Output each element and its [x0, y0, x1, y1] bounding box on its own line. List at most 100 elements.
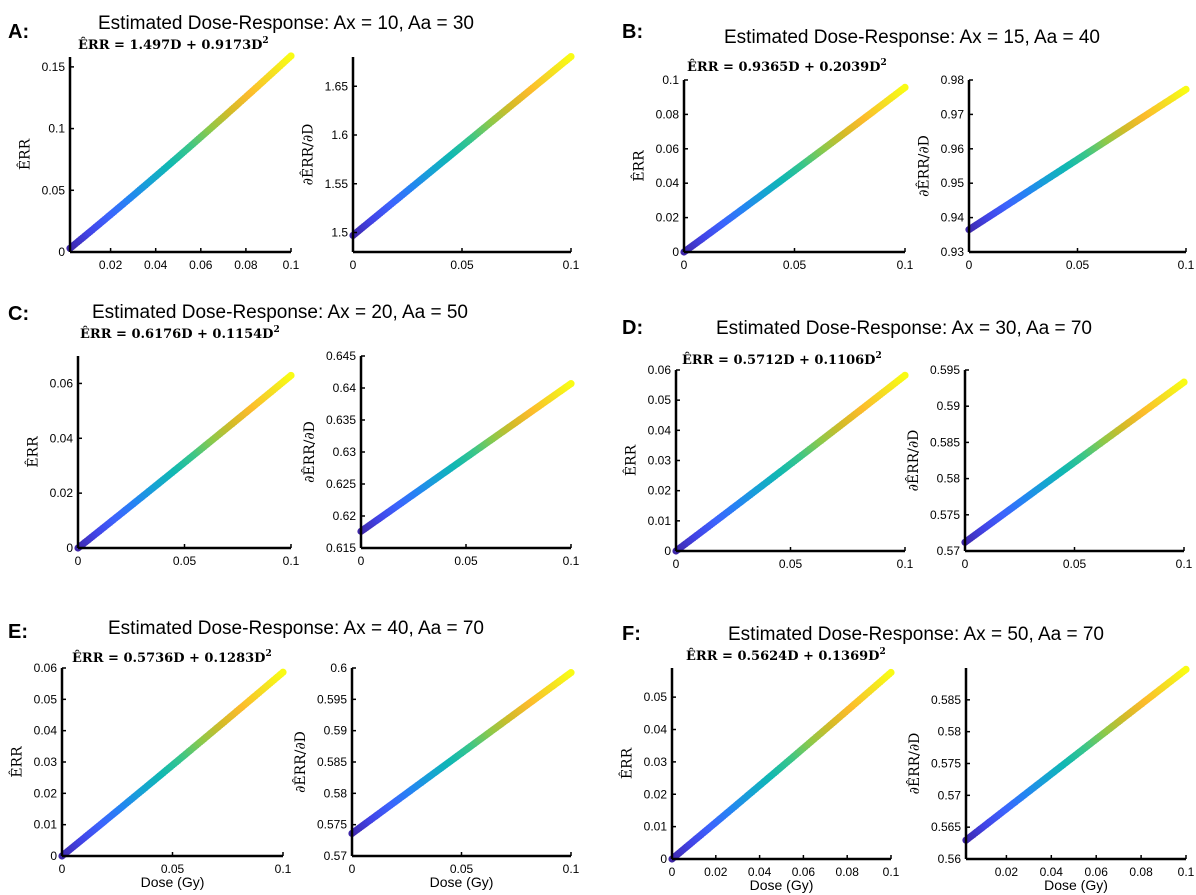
y-tick-label: 0.01: [644, 820, 668, 834]
y-axis-label: ∂ÊRR/∂D: [299, 124, 317, 186]
y-tick-label: 0.585: [930, 435, 960, 449]
y-tick-label: 0.02: [50, 486, 74, 500]
x-tick-label: 0: [349, 862, 356, 876]
data-points: [965, 85, 1190, 234]
data-point: [567, 380, 575, 388]
y-axis-label: ÊRR: [622, 444, 640, 476]
panel-title: Estimated Dose-Response: Ax = 20, Aa = 5…: [92, 302, 468, 323]
y-tick-label: 0.635: [326, 413, 356, 427]
y-tick-label: 1.6: [331, 128, 348, 142]
data-points: [961, 378, 1188, 546]
y-tick-label: 0: [66, 541, 73, 555]
panel-title: Estimated Dose-Response: Ax = 40, Aa = 7…: [108, 618, 484, 639]
y-tick-label: 0.565: [931, 820, 961, 834]
y-tick-label: 0.93: [941, 245, 965, 259]
x-tick-label: 0.05: [161, 862, 185, 876]
data-point: [287, 52, 295, 60]
y-tick-label: 0.04: [648, 423, 672, 437]
y-tick-label: 1.55: [325, 177, 349, 191]
y-axis-label: ∂ÊRR/∂D: [300, 421, 318, 483]
y-tick-label: 0.595: [317, 692, 347, 706]
panel-letter: D:: [622, 317, 643, 339]
x-tick-label: 0: [962, 557, 969, 571]
fit-equation: ÊRR = 1.497D + 0.9173D2: [78, 36, 269, 53]
y-tick-label: 0.06: [656, 142, 680, 156]
y-tick-label: 0: [672, 245, 679, 259]
data-point: [567, 669, 575, 677]
y-tick-label: 0.03: [644, 755, 668, 769]
y-tick-label: 0.6: [330, 661, 347, 675]
x-tick-label: 0.1: [897, 557, 914, 571]
x-tick-label: 0.05: [450, 862, 474, 876]
data-points: [74, 371, 295, 552]
x-tick-label: 0: [673, 557, 680, 571]
axes-right: 0 0.05 0.1 0.57 0.575 0.58 0.585 0.59 0.595 ∂ÊRR/…: [904, 363, 1193, 571]
y-tick-label: 0.02: [656, 211, 680, 225]
x-tick-label: 0.08: [234, 258, 258, 272]
y-tick-label: 0.64: [333, 381, 357, 395]
fit-equation: ÊRR = 0.9365D + 0.2039D2: [687, 58, 887, 75]
x-axis-label: Dose (Gy): [430, 874, 494, 890]
x-tick-label: 0: [669, 865, 676, 879]
y-tick-label: 0.06: [50, 376, 74, 390]
y-axis-label: ÊRR: [618, 747, 636, 779]
data-point: [287, 371, 295, 380]
x-tick-label: 0.1: [883, 865, 900, 879]
y-tick-label: 0.57: [937, 544, 961, 558]
y-tick-label: 0.56: [938, 852, 962, 866]
x-tick-label: 0.1: [563, 258, 580, 272]
x-tick-label: 0.06: [792, 865, 816, 879]
y-tick-label: 0.615: [326, 541, 356, 555]
y-tick-label: 0.02: [644, 787, 668, 801]
y-tick-label: 0.04: [34, 724, 58, 738]
y-tick-label: 0.57: [938, 788, 962, 802]
x-tick-label: 0.08: [1129, 865, 1153, 879]
y-tick-label: 0.04: [50, 431, 74, 445]
y-tick-label: 0.59: [937, 399, 961, 413]
x-tick-label: 0.1: [1178, 258, 1195, 272]
panel-e: E: Estimated Dose-Response: Ax = 40, Aa =…: [8, 618, 580, 890]
y-tick-label: 0.585: [317, 755, 347, 769]
y-tick-label: 0.05: [34, 692, 58, 706]
y-tick-label: 0.02: [648, 484, 672, 498]
data-point: [887, 668, 895, 677]
x-axis-label: Dose (Gy): [750, 877, 814, 893]
y-tick-label: 0: [58, 245, 65, 259]
y-tick-label: 0.97: [941, 107, 965, 121]
axes-right: 0 0.05 0.1 1.5 1.55 1.6 1.65 ∂ÊRR/∂D: [299, 52, 580, 272]
x-tick-label: 0.05: [173, 554, 197, 568]
y-axis-label: ÊRR: [16, 138, 34, 170]
x-tick-label: 0.1: [283, 258, 300, 272]
y-tick-label: 0.585: [931, 693, 961, 707]
panel-a: A: Estimated Dose-Response: Ax = 10, Aa =…: [8, 13, 580, 272]
axes-right: 0 0.05 0.1 0.57 0.575 0.58 0.585 0.59 0.595 0.6 ∂Ê…: [291, 661, 580, 890]
y-tick-label: 0.06: [648, 363, 672, 377]
y-tick-label: 0.02: [34, 786, 58, 800]
panel-b: B: Estimated Dose-Response: Ax = 15, Aa =…: [622, 21, 1195, 272]
y-tick-label: 0.94: [941, 211, 965, 225]
data-point: [1182, 85, 1190, 93]
y-axis-label: ÊRR: [8, 746, 26, 778]
data-points: [668, 668, 895, 863]
y-tick-label: 0.03: [34, 755, 58, 769]
x-tick-label: 0.05: [1066, 258, 1090, 272]
x-tick-label: 0.05: [783, 258, 807, 272]
y-tick-label: 0.575: [317, 818, 347, 832]
data-point: [901, 371, 909, 379]
y-tick-label: 0.58: [938, 725, 962, 739]
panel-f: F: Estimated Dose-Response: Ax = 50, Aa =…: [618, 623, 1195, 893]
data-point: [279, 668, 287, 676]
x-tick-label: 0.05: [779, 557, 803, 571]
panel-title: Estimated Dose-Response: Ax = 30, Aa = 7…: [716, 318, 1092, 339]
data-points: [962, 665, 1190, 844]
data-points: [66, 52, 295, 252]
y-tick-label: 0.1: [662, 73, 679, 87]
fit-equation: ÊRR = 0.6176D + 0.1154D2: [80, 325, 280, 342]
axes-left: 0 0.05 0.1 0 0.02 0.04 0.06 ÊRR: [24, 356, 300, 568]
y-tick-label: 0.06: [34, 661, 58, 675]
axes-left: 0 0.05 0.1 0 0.01 0.02 0.03 0.04 0.05 0.06 ÊRR Dose…: [8, 661, 292, 890]
y-axis-label: ∂ÊRR/∂D: [291, 731, 309, 793]
data-points: [357, 380, 575, 535]
x-tick-label: 0.05: [1063, 557, 1087, 571]
y-tick-label: 0.98: [941, 73, 965, 87]
